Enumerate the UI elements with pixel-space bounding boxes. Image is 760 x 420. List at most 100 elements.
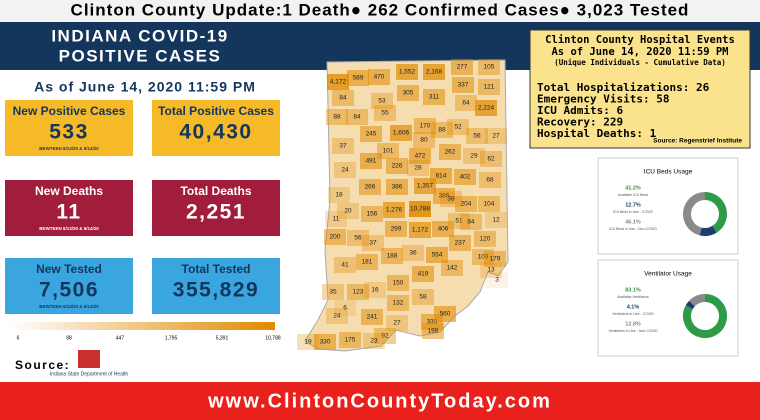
county-shade (326, 308, 348, 324)
county-shade (463, 148, 485, 164)
county-value: 1,606 (393, 130, 410, 137)
county-value: 589 (353, 75, 364, 82)
county-value: 56 (473, 133, 481, 140)
county-value: 120 (480, 236, 491, 243)
county-value: 62 (487, 156, 495, 163)
county-value: 16 (371, 287, 379, 294)
county-value: 188 (387, 253, 398, 260)
county-value: 1,357 (417, 183, 434, 190)
county-value: 237 (455, 240, 466, 247)
stat-label: Total Deaths (180, 184, 251, 198)
stat-box (152, 258, 280, 314)
county-value: 3 (495, 277, 499, 284)
county-value: 386 (439, 193, 450, 200)
county-shade (422, 323, 444, 339)
county-shade (325, 211, 347, 227)
county-shade (423, 89, 445, 105)
hospital-line: ICU Admits: 6 (537, 104, 623, 117)
title: POSITIVE CASES (59, 46, 222, 65)
county-value: 6 (343, 305, 347, 312)
footer-url[interactable]: www.ClintonCountyToday.com (207, 390, 552, 412)
county-shade (447, 119, 469, 135)
stat-value: 7,506 (39, 279, 99, 302)
county-shade (431, 122, 453, 138)
county-value: 200 (330, 234, 341, 241)
county-value: 29 (470, 153, 478, 160)
county-shade (390, 125, 412, 141)
county-shade (386, 315, 408, 331)
county-value: 19 (304, 339, 312, 346)
county-shade (478, 79, 500, 95)
county-shade (334, 162, 356, 178)
county-shade (360, 153, 382, 169)
stat-note: BEWTEEN 6/13/20 & 6/14/20 (39, 304, 99, 309)
county-value: 245 (366, 131, 377, 138)
county-shade (385, 221, 407, 237)
county-value: 181 (362, 259, 373, 266)
county-value: 10,788 (410, 206, 430, 213)
county-value: 156 (367, 211, 378, 218)
stat-box (5, 100, 133, 156)
stat-label: New Deaths (35, 184, 103, 198)
county-value: 84 (339, 95, 347, 102)
stat-note: BEWTEEN 6/13/20 & 6/14/20 (39, 146, 99, 151)
stat-value: 355,829 (173, 279, 259, 302)
donut-segment (683, 294, 727, 338)
county-shade (485, 128, 507, 144)
county-shade (433, 188, 455, 204)
donut-segment (704, 192, 727, 233)
county-value: 142 (447, 265, 458, 272)
county-shade (432, 221, 454, 237)
county-shade (475, 100, 497, 116)
hospital-line: Emergency Visits: 58 (537, 93, 669, 106)
county-value: 84 (353, 114, 361, 121)
county-shade (332, 90, 354, 106)
hospital-line: Hospital Deaths: 1 (537, 127, 657, 140)
stat-value: 533 (49, 121, 89, 144)
county-shade (363, 333, 385, 349)
county-value: 1,276 (386, 207, 403, 214)
county-shade (414, 178, 436, 194)
county-value: 58 (419, 294, 427, 301)
logo-icon (78, 350, 100, 368)
county-shade (381, 248, 403, 264)
county-shade (434, 306, 456, 322)
legend-scale (10, 322, 275, 330)
hospital-as-of: As of June 14, 2020 11:59 PM (551, 46, 728, 58)
county-shade (449, 235, 471, 251)
county-value: 335 (427, 319, 438, 326)
county-shade (397, 85, 419, 101)
county-value: 472 (415, 153, 426, 160)
as-of: As of June 14, 2020 11:59 PM (34, 79, 256, 95)
stat-box (5, 258, 133, 314)
county-shade (472, 249, 494, 265)
county-value: 470 (374, 74, 385, 81)
county-value: 614 (436, 173, 447, 180)
county-shade (297, 334, 319, 350)
hospital-line: Total Hospitalizations: 26 (537, 81, 710, 94)
county-value: 198 (428, 328, 439, 335)
county-value: 12 (492, 217, 500, 224)
county-shade (361, 309, 383, 325)
county-value: 101 (383, 148, 394, 155)
county-shade (409, 201, 431, 217)
county-shade (460, 214, 482, 230)
county-value: 226 (392, 163, 403, 170)
county-value: 27 (492, 133, 500, 140)
county-shade (396, 64, 418, 80)
county-value: 38 (447, 196, 455, 203)
county-value: 84 (467, 219, 475, 226)
item-pct: 46.1% (625, 219, 641, 225)
county-shade (377, 143, 399, 159)
donut-segment (685, 300, 696, 310)
top-bar (0, 0, 760, 22)
county-value: 109 (478, 254, 489, 261)
county-value: 35 (329, 289, 337, 296)
county-value: 330 (320, 339, 331, 346)
county-shade (374, 105, 396, 121)
donut-segment (689, 294, 706, 307)
county-value: 55 (381, 110, 389, 117)
item-text: ICU Beds in Use - Non-COVID (609, 227, 657, 231)
county-shade (409, 222, 431, 238)
